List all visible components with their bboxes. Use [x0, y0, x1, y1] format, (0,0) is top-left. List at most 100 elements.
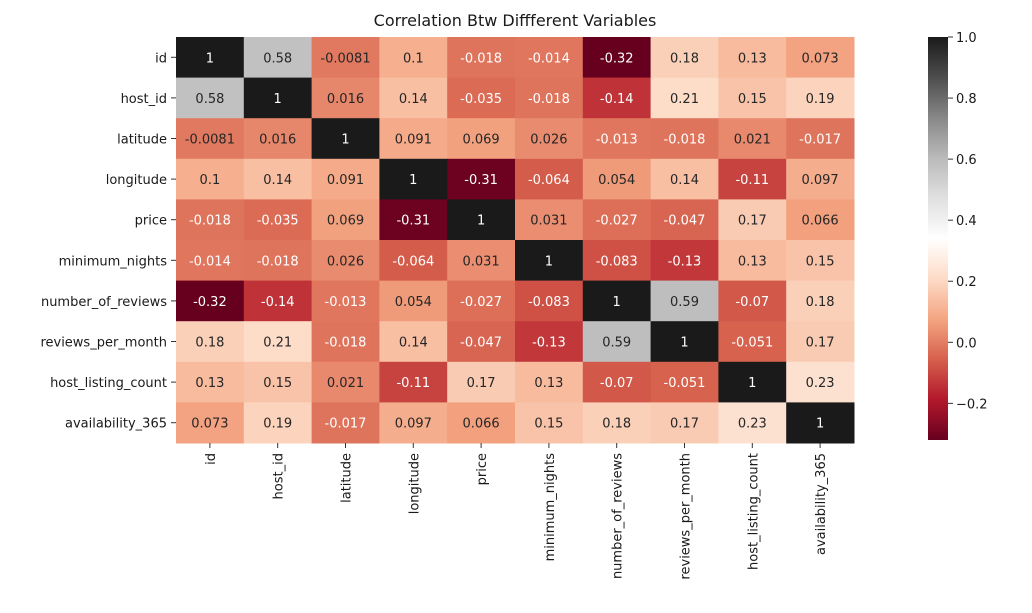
heatmap-cell	[582, 280, 652, 322]
cell-value-label: -0.13	[668, 254, 702, 269]
heatmap-cell	[786, 37, 855, 79]
colorbar-tick-label: 0.8	[956, 92, 977, 107]
heatmap-cell	[650, 361, 719, 403]
cell-value-label: -0.0081	[185, 133, 235, 148]
heatmap-cell	[311, 361, 380, 403]
cell-value-label: 0.097	[395, 417, 432, 432]
heatmap-cell	[718, 77, 787, 119]
cell-value-label: 0.069	[462, 133, 499, 148]
cell-value-label: -0.018	[325, 336, 367, 351]
heatmap-cell	[718, 158, 787, 200]
row-label: reviews_per_month	[40, 336, 167, 351]
cell-value-label: -0.014	[189, 254, 231, 269]
cell-value-label: 0.15	[263, 376, 292, 391]
cell-value-label: 1	[545, 254, 553, 269]
cell-value-label: -0.035	[257, 214, 299, 229]
cell-value-label: 0.23	[806, 376, 835, 391]
heatmap-cell	[379, 77, 448, 119]
heatmap-cell	[718, 402, 787, 444]
cell-value-label: 0.054	[598, 173, 635, 188]
heatmap-cell	[176, 280, 245, 322]
cell-value-label: 0.097	[801, 173, 838, 188]
column-label: longitude	[407, 453, 422, 514]
cell-value-label: 0.19	[806, 92, 835, 107]
cell-value-label: 0.031	[530, 214, 567, 229]
heatmap-cell	[379, 240, 448, 282]
colorbar-tick-label: 0.6	[956, 153, 977, 168]
row-label: price	[135, 214, 167, 229]
heatmap-cell	[447, 240, 516, 282]
heatmap-cell	[582, 158, 652, 200]
cell-value-label: 0.18	[602, 417, 631, 432]
heatmap-cell	[311, 77, 380, 119]
heatmap-cell	[176, 321, 245, 363]
cell-value-label: -0.064	[392, 254, 434, 269]
cell-value-label: 0.59	[602, 336, 631, 351]
heatmap-cell	[311, 402, 380, 444]
heatmap-cell	[243, 158, 313, 200]
cell-value-label: 0.021	[327, 376, 364, 391]
cell-value-label: -0.047	[460, 336, 502, 351]
cell-value-label: -0.11	[396, 376, 430, 391]
heatmap-cell	[718, 37, 787, 79]
column-label: latitude	[340, 453, 355, 503]
heatmap-cell	[786, 77, 855, 119]
heatmap-cell	[650, 118, 719, 160]
heatmap-cell	[176, 199, 245, 241]
heatmap-cell	[379, 402, 448, 444]
heatmap-cell	[176, 77, 245, 119]
cell-value-label: 0.21	[670, 92, 699, 107]
cell-value-label: 0.15	[738, 92, 767, 107]
heatmap-cell	[447, 37, 516, 79]
cell-value-label: 1	[748, 376, 756, 391]
cell-value-label: -0.014	[528, 51, 570, 66]
cell-value-label: 0.13	[195, 376, 224, 391]
heatmap-cell	[515, 361, 584, 403]
heatmap-cell	[786, 199, 855, 241]
row-label: longitude	[106, 173, 167, 188]
heatmap-cell	[379, 118, 448, 160]
heatmap-cell	[176, 361, 245, 403]
column-label: host_id	[272, 453, 287, 499]
cell-value-label: 1	[206, 51, 214, 66]
heatmap-cell	[311, 118, 380, 160]
heatmap-cell	[582, 361, 652, 403]
heatmap-cell	[379, 158, 448, 200]
chart-title: Correlation Btw Diffferent Variables	[374, 11, 657, 30]
heatmap-cell	[650, 321, 719, 363]
heatmap-cell	[786, 321, 855, 363]
colorbar-tick-label: 1.0	[956, 31, 977, 46]
heatmap-cell	[311, 240, 380, 282]
cell-value-label: 0.58	[263, 51, 292, 66]
heatmap-cell	[447, 158, 516, 200]
heatmap-cell	[650, 37, 719, 79]
cell-value-label: 0.13	[738, 254, 767, 269]
cell-value-label: 0.21	[263, 336, 292, 351]
cell-value-label: -0.32	[600, 51, 634, 66]
heatmap-cell	[447, 321, 516, 363]
cell-value-label: -0.13	[532, 336, 566, 351]
heatmap-cell	[379, 199, 448, 241]
heatmap-cell	[786, 402, 855, 444]
heatmap-cell	[311, 37, 380, 79]
heatmap-cell	[582, 77, 652, 119]
cell-value-label: 0.091	[327, 173, 364, 188]
heatmap-cell	[786, 361, 855, 403]
heatmap-cell	[515, 321, 584, 363]
cell-value-label: 0.18	[195, 336, 224, 351]
cell-value-label: 0.19	[263, 417, 292, 432]
heatmap-cell	[515, 280, 584, 322]
row-label: minimum_nights	[59, 254, 168, 269]
row-label: host_listing_count	[50, 376, 167, 391]
heatmap-cell	[718, 321, 787, 363]
cell-value-label: 0.18	[670, 51, 699, 66]
heatmap-cell	[243, 37, 313, 79]
cell-value-label: 0.58	[195, 92, 224, 107]
row-label: host_id	[121, 92, 167, 107]
cell-value-label: 1	[274, 92, 282, 107]
colorbar-tick-label: 0.4	[956, 214, 977, 229]
cell-value-label: 0.026	[530, 133, 567, 148]
cell-value-label: 0.15	[806, 254, 835, 269]
cell-value-label: -0.027	[596, 214, 638, 229]
